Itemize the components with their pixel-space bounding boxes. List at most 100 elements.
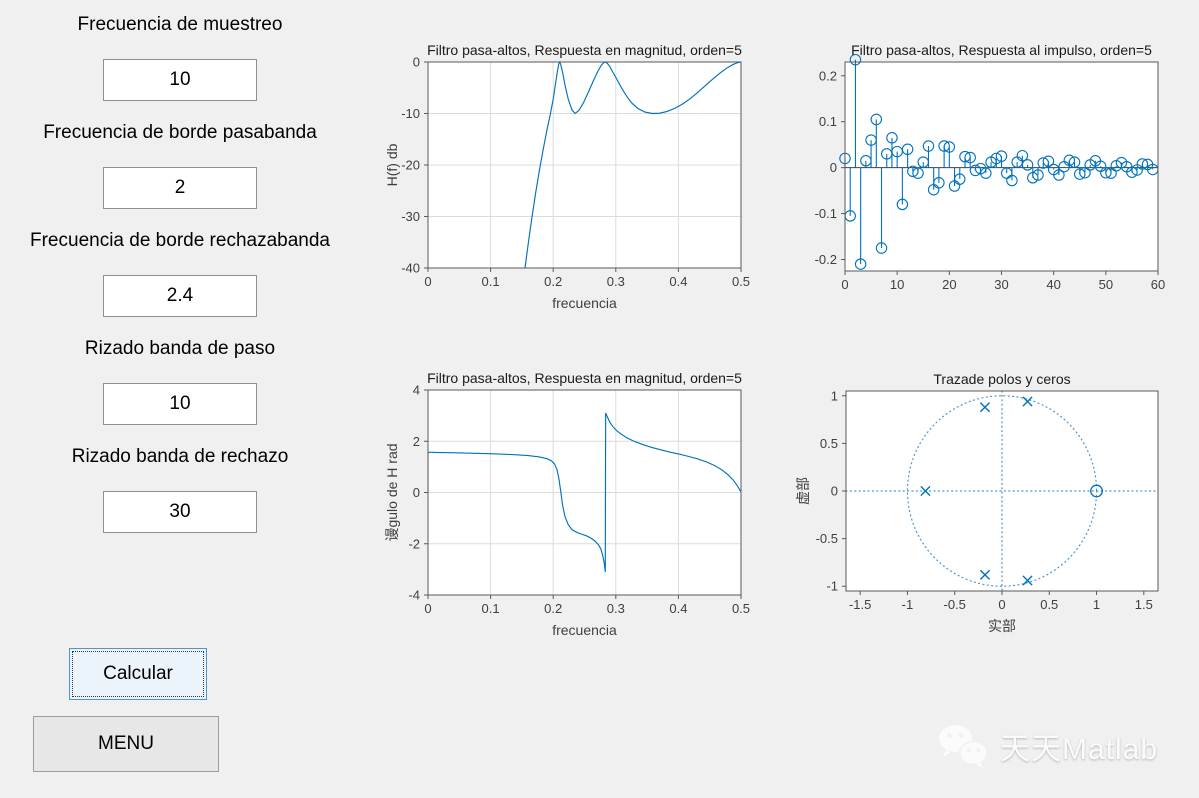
- y-tick-label: -20: [401, 158, 420, 173]
- x-tick-label: 20: [942, 277, 956, 292]
- pole-marker: [1022, 396, 1033, 407]
- y-tick-label: -10: [401, 106, 420, 121]
- y-axis-label: H(f) db: [384, 143, 400, 186]
- y-axis-label: 虚部: [795, 477, 811, 505]
- x-tick-label: 50: [1099, 277, 1113, 292]
- stem-marker: [1053, 169, 1065, 181]
- x-tick-label: 10: [890, 277, 904, 292]
- stem-marker: [969, 164, 982, 177]
- stem-marker: [990, 152, 1003, 165]
- pole-zero-plot: -1.5 -1 -0.5 0 0.5 1 1.5 -1 -0.5 0 0.5 1 Trazade pol…: [793, 363, 1183, 648]
- x-tick-label: 0.2: [544, 601, 562, 616]
- label-rizado-banda-paso: Rizado banda de paso: [84, 338, 276, 359]
- x-tick-label: 0.3: [607, 274, 625, 289]
- y-tick-label: 4: [413, 383, 420, 398]
- label-frecuencia-borde-rechazabanda: Frecuencia de borde rechazabanda: [30, 230, 330, 251]
- pole-marker: [920, 485, 931, 497]
- stem-marker: [1068, 156, 1081, 168]
- x-tick-label: 60: [1151, 277, 1165, 292]
- plot-title: Trazade polos y ceros: [933, 371, 1070, 387]
- y-tick-label: 0: [413, 55, 420, 70]
- x-tick-label: -1: [902, 597, 914, 612]
- phase-response-plot: 0 0.1 0.2 0.3 0.4 0.5 -4 -2 0 2 4 Filtro pasa-altos…: [384, 363, 755, 648]
- watermark: 天天Matlab: [938, 714, 1188, 778]
- phase-response-svg: 0 0.1 0.2 0.3 0.4 0.5 -4 -2 0 2 4 Filtro pasa-altos…: [384, 370, 750, 638]
- x-tick-label: 0.5: [1040, 597, 1058, 612]
- stem-marker: [959, 150, 971, 163]
- stem-marker: [917, 156, 930, 168]
- impulse-response-svg: 0 10 20 30 40 50 60 -0.2 -0.1 0 0.1 0.2 Filtro pasa-…: [815, 42, 1166, 292]
- wechat-icon: [939, 724, 989, 768]
- stem-marker: [1073, 168, 1086, 180]
- stem-marker: [875, 242, 888, 254]
- input-rizado-banda-rechazo[interactable]: [103, 491, 257, 533]
- y-tick-label: 0.5: [820, 436, 838, 451]
- x-axis-label: frecuencia: [552, 622, 617, 638]
- stem-marker: [860, 155, 872, 167]
- x-tick-label: 0.5: [732, 274, 750, 289]
- y-tick-label: 2: [413, 434, 420, 449]
- watermark-text: 天天Matlab: [1000, 733, 1159, 766]
- stem-marker: [912, 167, 924, 179]
- y-tick-label: 0.1: [819, 114, 837, 129]
- input-frecuencia-muestreo[interactable]: [103, 59, 257, 101]
- stem-marker: [854, 258, 867, 270]
- x-tick-label: 40: [1046, 277, 1060, 292]
- stem-marker: [933, 177, 945, 189]
- x-tick-label: -0.5: [944, 597, 966, 612]
- y-tick-label: -0.2: [815, 252, 837, 267]
- line-series: [428, 412, 741, 573]
- pole-zero-plot-svg: -1.5 -1 -0.5 0 0.5 1 1.5 -1 -0.5 0 0.5 1 Trazade pol…: [795, 371, 1159, 634]
- x-tick-label: 0.4: [669, 601, 687, 616]
- stem-marker: [1027, 172, 1039, 184]
- input-frecuencia-borde-rechazabanda[interactable]: [103, 275, 257, 317]
- x-axis-label: 实部: [988, 618, 1016, 634]
- stem-marker: [980, 167, 992, 179]
- label-rizado-banda-rechazo: Rizado banda de rechazo: [71, 446, 289, 467]
- x-tick-label: 0.4: [669, 274, 687, 289]
- stem-marker: [865, 134, 877, 146]
- x-tick-label: 1.5: [1135, 597, 1153, 612]
- magnitude-response-plot: 0 0.1 0.2 0.3 0.4 0.5 -40 -30 -20 -10 0 Filtro pasa…: [384, 33, 755, 318]
- menu-button[interactable]: MENU: [33, 716, 219, 772]
- y-tick-label: 0: [413, 485, 420, 500]
- stem-marker: [901, 143, 914, 156]
- stem-marker: [907, 165, 919, 178]
- x-tick-label: 0.3: [607, 601, 625, 616]
- pole-marker: [979, 402, 991, 413]
- x-tick-label: 0: [424, 274, 431, 289]
- y-tick-label: -30: [401, 209, 420, 224]
- stem-marker: [954, 173, 966, 185]
- stem-marker: [938, 140, 950, 152]
- x-tick-label: 0: [998, 597, 1005, 612]
- stem-marker: [1079, 166, 1091, 179]
- y-axis-label: 谩gulo de H rad: [384, 443, 400, 541]
- stem-marker: [1021, 159, 1034, 171]
- stem-marker: [995, 150, 1008, 162]
- stem-marker: [1016, 149, 1029, 162]
- y-tick-label: 0: [831, 484, 838, 499]
- calcular-button[interactable]: Calcular: [69, 648, 207, 700]
- y-tick-label: -0.1: [815, 206, 837, 221]
- impulse-response-plot: 0 10 20 30 40 50 60 -0.2 -0.1 0 0.1 0.2 Filtro pasa-…: [793, 33, 1183, 303]
- input-frecuencia-borde-pasabanda[interactable]: [103, 167, 257, 209]
- zero-marker: [1090, 484, 1103, 498]
- x-tick-label: -1.5: [849, 597, 871, 612]
- stem-marker: [886, 132, 898, 144]
- stem-marker: [1037, 157, 1049, 169]
- stem-marker: [943, 141, 956, 153]
- stem-marker: [870, 113, 883, 126]
- stem-marker: [896, 198, 909, 211]
- y-tick-label: 0.2: [819, 68, 837, 83]
- magnitude-response-svg: 0 0.1 0.2 0.3 0.4 0.5 -40 -30 -20 -10 0 Filtro pasa…: [384, 42, 750, 311]
- stem-marker: [849, 53, 862, 66]
- x-tick-label: 0.5: [732, 601, 750, 616]
- stem-marker: [1063, 154, 1076, 167]
- y-tick-label: -40: [401, 261, 420, 276]
- x-tick-label: 0: [841, 277, 848, 292]
- input-rizado-banda-paso[interactable]: [103, 383, 257, 425]
- y-tick-label: 1: [831, 388, 838, 403]
- x-tick-label: 30: [994, 277, 1008, 292]
- plot-title: Filtro pasa-altos, Respuesta al impulso,…: [851, 42, 1152, 58]
